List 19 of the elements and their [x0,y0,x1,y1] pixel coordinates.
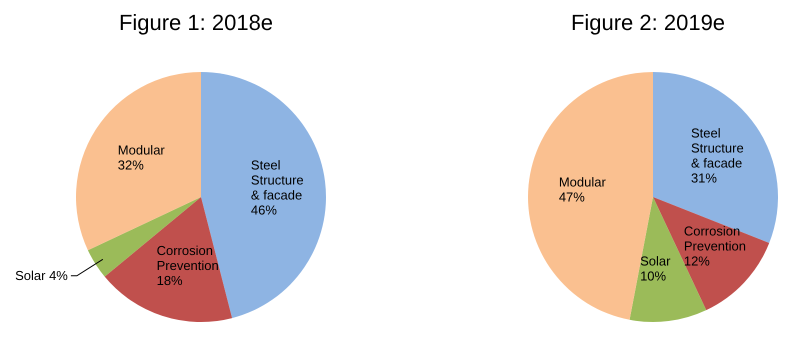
data-label: 31% [690,170,718,186]
slice-label: Solar [15,268,46,283]
slice-label: Modular [118,142,166,158]
data-label: 4% [49,268,68,283]
chart-title: Figure 1: 2018e [118,10,274,36]
slice-label: Corrosion Prevention [156,242,219,273]
slice-label: Modular [558,174,606,190]
slice-label: Steel Structure & facade [250,157,304,202]
slice-label: Solar [640,253,672,268]
data-label: 18% [156,272,184,288]
pie-slice [104,197,232,322]
slice-label: Corrosion Prevention [684,224,746,254]
data-label: 46% [250,202,278,218]
data-label: 12% [684,254,710,269]
slice-label: Steel Structure & facade [690,126,744,171]
data-label: 32% [118,158,144,173]
chart-title: Figure 2: 2019e [570,10,726,36]
data-label: 10% [640,268,667,284]
data-label: 47% [558,190,586,205]
